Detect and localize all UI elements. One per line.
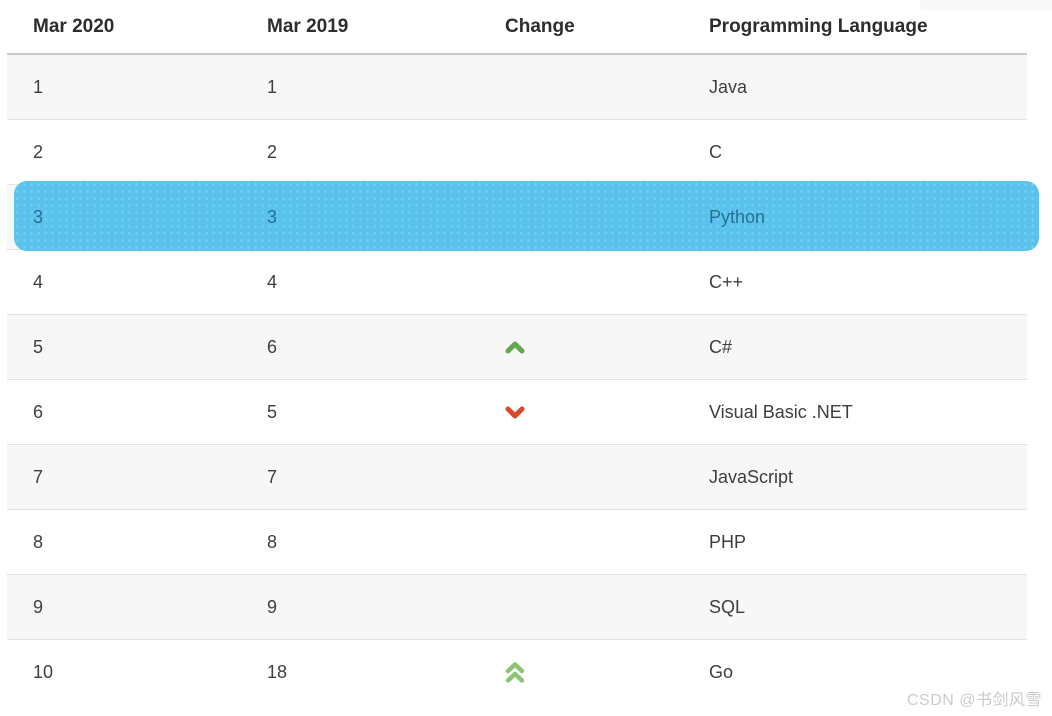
- table-header-row: Mar 2020 Mar 2019 Change Programming Lan…: [7, 0, 1027, 55]
- mar-2019-rank-cell: 1: [267, 76, 278, 97]
- double-chevron-up-icon: [505, 661, 525, 683]
- language-cell: Go: [709, 662, 734, 682]
- mar-2020-rank-cell: 10: [33, 662, 54, 682]
- mar-2020-rank-cell: 5: [33, 336, 44, 357]
- language-cell: C: [709, 141, 722, 162]
- language-cell: Visual Basic .NET: [709, 401, 853, 422]
- chevron-up-icon: [505, 341, 525, 353]
- mar-2019-rank-cell: 2: [267, 141, 278, 162]
- mar-2020-rank-cell: 2: [33, 141, 44, 162]
- mar-2019-rank-cell: 9: [267, 596, 278, 617]
- language-cell: Java: [709, 76, 748, 97]
- mar-2020-rank-cell: 6: [33, 401, 44, 422]
- change-cell: [500, 405, 707, 420]
- table-row: 10 18 Go: [7, 640, 1027, 705]
- table-row: 9 9 SQL: [7, 575, 1027, 640]
- mar-2019-rank-cell: 8: [267, 531, 278, 552]
- table-row: 5 6 C#: [7, 315, 1027, 380]
- mar-2019-rank-cell: 6: [267, 336, 278, 357]
- language-cell: SQL: [709, 596, 746, 617]
- mar-2020-rank-cell: 4: [33, 271, 44, 292]
- mar-2019-rank-cell: 4: [267, 271, 278, 292]
- table-row: 6 5 Visual Basic .NET: [7, 380, 1027, 445]
- header-programming-language: Programming Language: [709, 15, 928, 37]
- table-row: 1 1 Java: [7, 55, 1027, 120]
- language-cell: Python: [709, 206, 766, 227]
- language-ranking-table: Mar 2020 Mar 2019 Change Programming Lan…: [7, 0, 1039, 705]
- mar-2019-rank-cell: 3: [267, 206, 278, 227]
- language-cell: C#: [709, 336, 733, 357]
- mar-2020-rank-cell: 1: [33, 76, 44, 97]
- table-row: 8 8 PHP: [7, 510, 1027, 575]
- watermark-text: CSDN @书剑风雪: [906, 692, 1042, 709]
- change-cell: [500, 661, 707, 684]
- table-row: 2 2 C: [7, 120, 1027, 185]
- highlight-marker: [14, 181, 1039, 251]
- header-mar-2019: Mar 2019: [267, 15, 349, 37]
- table-body: 1 1 Java 2 2 C 3 3 Python 4 4 C++ 5 6 C# 6 5 Visual Basic…: [7, 55, 1039, 705]
- table-row: 4 4 C++: [7, 250, 1027, 315]
- mar-2020-rank-cell: 7: [33, 466, 44, 487]
- change-cell: [500, 340, 707, 355]
- mar-2020-rank-cell: 8: [33, 531, 44, 552]
- header-mar-2020: Mar 2020: [33, 15, 115, 37]
- language-cell: PHP: [709, 531, 747, 552]
- top-right-artifact: [920, 0, 1052, 10]
- mar-2019-rank-cell: 5: [267, 401, 278, 422]
- language-cell: C++: [709, 271, 744, 292]
- mar-2019-rank-cell: 7: [267, 466, 278, 487]
- mar-2019-rank-cell: 18: [267, 662, 288, 682]
- header-change: Change: [505, 15, 575, 37]
- table-row: 3 3 Python: [7, 181, 1039, 251]
- mar-2020-rank-cell: 3: [33, 206, 44, 227]
- language-cell: JavaScript: [709, 466, 794, 487]
- table-row: 7 7 JavaScript: [7, 445, 1027, 510]
- chevron-down-icon: [505, 406, 525, 418]
- mar-2020-rank-cell: 9: [33, 596, 44, 617]
